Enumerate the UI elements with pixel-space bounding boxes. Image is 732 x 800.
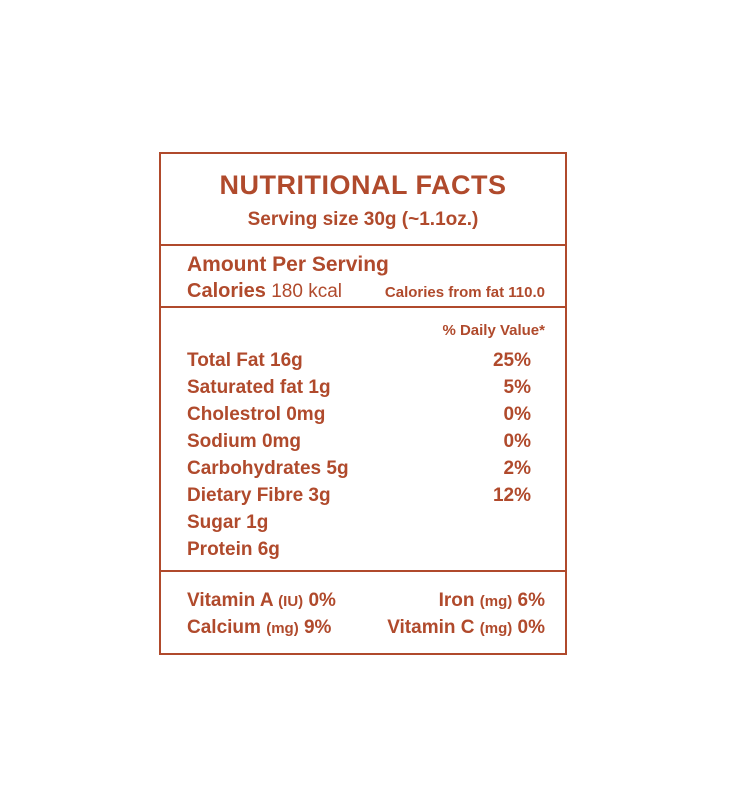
vitamin-name: Vitamin A bbox=[187, 590, 273, 611]
nutrient-daily-value: 2% bbox=[503, 458, 531, 479]
nutrient-daily-value: 0% bbox=[503, 431, 531, 452]
nutrient-daily-value: 25% bbox=[492, 350, 531, 371]
nutrient-label: Protein 6g bbox=[187, 539, 280, 560]
nutrient-row-saturated-fat: Saturated fat 1g 5% bbox=[187, 374, 545, 401]
vitamin-value: 6% bbox=[517, 590, 545, 611]
daily-value-header: % Daily Value* bbox=[442, 322, 545, 339]
vitamin-value: 0% bbox=[308, 590, 336, 611]
calories-amount: Calories 180 kcal bbox=[187, 278, 342, 305]
serving-size-text: Serving size 30g (~1.1oz.) bbox=[247, 209, 479, 230]
nutrient-label: Dietary Fibre 3g bbox=[187, 485, 331, 506]
amount-per-serving-section: Amount Per Serving Calories 180 kcal Cal… bbox=[161, 246, 565, 308]
label-title: NUTRITIONAL FACTS bbox=[219, 170, 507, 200]
nutrient-row-sodium: Sodium 0mg 0% bbox=[187, 428, 545, 455]
vitamin-unit: (IU) bbox=[278, 593, 304, 610]
vitamin-name: Calcium bbox=[187, 617, 261, 638]
vitamin-unit: (mg) bbox=[479, 593, 513, 610]
calories-label: Calories bbox=[187, 280, 266, 302]
nutrient-label: Total Fat 16g bbox=[187, 350, 303, 371]
nutrient-label: Cholestrol 0mg bbox=[187, 404, 326, 425]
nutrient-row-carbohydrates: Carbohydrates 5g 2% bbox=[187, 455, 545, 482]
nutrient-label: Carbohydrates 5g bbox=[187, 458, 349, 479]
vitamin-c-cell: Vitamin C (mg) 0% bbox=[366, 615, 545, 642]
amount-per-serving-text: Amount Per Serving bbox=[187, 253, 389, 276]
iron-cell: Iron (mg) 6% bbox=[366, 588, 545, 615]
nutrients-section: % Daily Value* Total Fat 16g 25% Saturat… bbox=[161, 308, 565, 570]
vitamin-name: Iron bbox=[438, 590, 475, 611]
vitamin-unit: (mg) bbox=[479, 620, 513, 637]
nutrient-row-cholestrol: Cholestrol 0mg 0% bbox=[187, 401, 545, 428]
vitamin-a-cell: Vitamin A (IU) 0% bbox=[187, 588, 366, 615]
vitamin-name: Vitamin C bbox=[387, 617, 475, 638]
nutrient-daily-value: 5% bbox=[503, 377, 531, 398]
nutrient-row-total-fat: Total Fat 16g 25% bbox=[187, 347, 545, 374]
nutrient-label: Sodium 0mg bbox=[187, 431, 302, 452]
nutrient-label: Sugar 1g bbox=[187, 512, 269, 533]
vitamins-section: Vitamin A (IU) 0% Iron (mg) 6% Calcium (… bbox=[161, 570, 565, 642]
nutrient-label: Saturated fat 1g bbox=[187, 377, 331, 398]
nutrient-daily-value: 12% bbox=[492, 485, 531, 506]
calories-row: Calories 180 kcal Calories from fat 110.… bbox=[187, 278, 545, 306]
vitamin-unit: (mg) bbox=[266, 620, 299, 637]
calories-value: 180 kcal bbox=[271, 281, 342, 302]
nutrient-daily-value: 0% bbox=[503, 404, 531, 425]
nutrient-row-protein: Protein 6g bbox=[187, 536, 545, 563]
calories-from-fat-text: Calories from fat 110.0 bbox=[384, 284, 545, 301]
nutrient-row-sugar: Sugar 1g bbox=[187, 509, 545, 536]
vitamin-value: 0% bbox=[517, 617, 545, 638]
label-header-section: NUTRITIONAL FACTS Serving size 30g (~1.1… bbox=[161, 154, 565, 246]
nutrition-facts-label: NUTRITIONAL FACTS Serving size 30g (~1.1… bbox=[159, 152, 567, 655]
vitamin-value: 9% bbox=[303, 617, 332, 638]
calcium-cell: Calcium (mg) 9% bbox=[187, 615, 366, 642]
nutrient-row-dietary-fibre: Dietary Fibre 3g 12% bbox=[187, 482, 545, 509]
